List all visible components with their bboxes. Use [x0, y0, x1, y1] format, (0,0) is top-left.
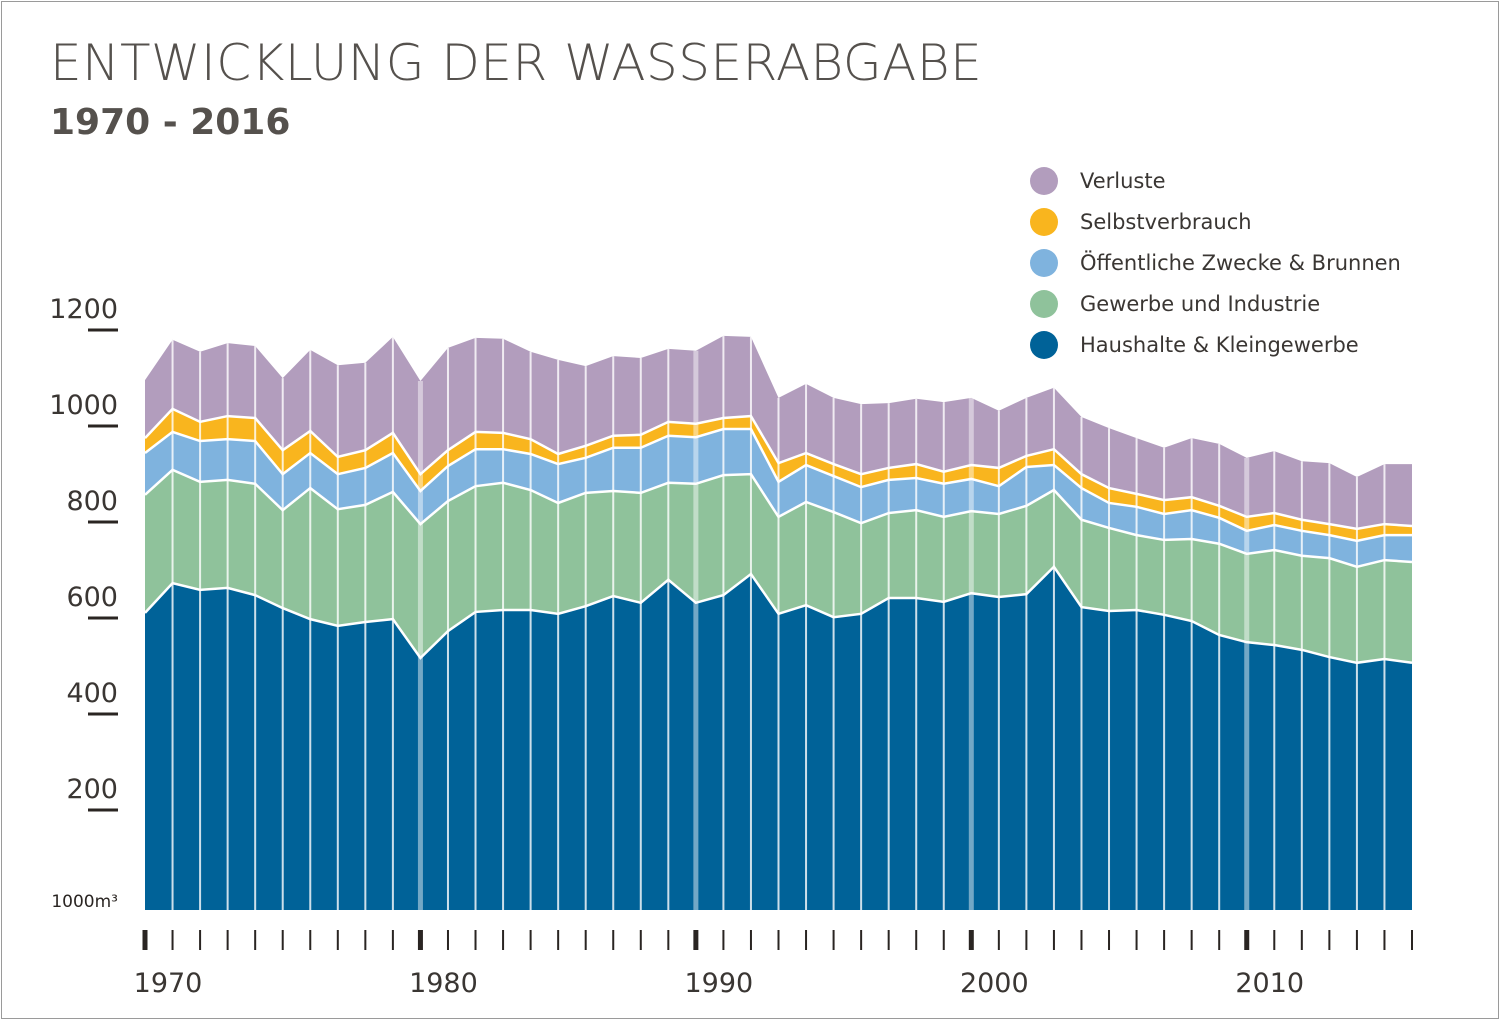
x-tick [364, 930, 367, 950]
x-tick-label: 1970 [134, 968, 203, 999]
x-tick [391, 930, 394, 950]
y-tick-label: 1000 [49, 390, 118, 421]
x-tick [667, 930, 670, 950]
x-tick [557, 930, 560, 950]
x-tick [1218, 930, 1221, 950]
legend-item: Haushalte & Kleingewerbe [1030, 324, 1401, 365]
x-tick [254, 930, 257, 950]
legend-swatch [1030, 289, 1058, 318]
series-boundary-line [144, 427, 1412, 543]
x-tick [1328, 930, 1331, 950]
y-tick-label: 200 [66, 774, 118, 805]
legend-swatch [1030, 166, 1058, 195]
x-tick [142, 930, 148, 950]
x-tick [832, 930, 835, 950]
y-tick-label: 1200 [49, 294, 118, 325]
legend-item: Selbstverbrauch [1030, 201, 1401, 242]
x-tick [612, 930, 615, 950]
y-tick-label: 600 [66, 582, 118, 613]
x-tick-label: 1980 [409, 968, 478, 999]
y-tick-label: 800 [66, 486, 118, 517]
y-tick-label: 400 [66, 678, 118, 709]
legend-swatch [1030, 330, 1058, 359]
legend-label: Verluste [1080, 168, 1166, 193]
x-tick [1025, 930, 1028, 950]
x-tick [860, 930, 863, 950]
legend-label: Gewerbe und Industrie [1080, 291, 1321, 316]
x-tick [199, 930, 202, 950]
x-tick [722, 930, 725, 950]
x-tick [446, 930, 449, 950]
y-axis-unit: 1000m³ [51, 892, 118, 912]
x-tick [915, 930, 918, 950]
x-tick-label: 2010 [1235, 968, 1304, 999]
legend: Verluste Selbstverbrauch Öffentliche Zweck… [1030, 160, 1401, 365]
x-tick [997, 930, 1000, 950]
legend-item: Öffentliche Zwecke & Brunnen [1030, 242, 1401, 283]
x-tick [805, 930, 808, 950]
x-tick-label: 1990 [685, 968, 754, 999]
x-tick [1163, 930, 1166, 950]
legend-swatch [1030, 207, 1058, 236]
chart-subtitle: 1970 - 2016 [50, 102, 291, 143]
x-tick [968, 930, 974, 950]
x-tick [1052, 930, 1055, 950]
x-tick [171, 930, 174, 950]
x-tick [1273, 930, 1276, 950]
x-tick [502, 930, 505, 950]
x-tick [336, 930, 339, 950]
x-tick [693, 930, 699, 950]
x-tick [226, 930, 229, 950]
x-tick [1244, 930, 1250, 950]
x-tick [1108, 930, 1111, 950]
x-tick [749, 930, 752, 950]
x-tick [1300, 930, 1303, 950]
x-tick [777, 930, 780, 950]
x-tick [1355, 930, 1358, 950]
x-tick [1383, 930, 1386, 950]
x-tick [1135, 930, 1138, 950]
chart-title: ENTWICKLUNG DER WASSERABGABE [50, 34, 983, 92]
x-tick [942, 930, 945, 950]
legend-label: Selbstverbrauch [1080, 209, 1252, 234]
series-boundary-line [144, 468, 1413, 569]
legend-item: Gewerbe und Industrie [1030, 283, 1401, 324]
series-boundary-line [144, 564, 1413, 665]
legend-item: Verluste [1030, 160, 1401, 201]
x-tick [639, 930, 642, 950]
x-tick [281, 930, 284, 950]
x-tick [1411, 930, 1413, 950]
legend-label: Haushalte & Kleingewerbe [1080, 332, 1359, 357]
x-tick [1080, 930, 1083, 950]
x-tick [1190, 930, 1193, 950]
x-tick [309, 930, 312, 950]
series-boundary-line [144, 407, 1413, 531]
x-tick [417, 930, 423, 950]
x-tick-label: 2000 [960, 968, 1029, 999]
x-tick [474, 930, 477, 950]
x-tick [584, 930, 587, 950]
legend-swatch [1030, 248, 1058, 277]
legend-label: Öffentliche Zwecke & Brunnen [1080, 250, 1401, 275]
x-tick [887, 930, 890, 950]
x-tick [529, 930, 532, 950]
